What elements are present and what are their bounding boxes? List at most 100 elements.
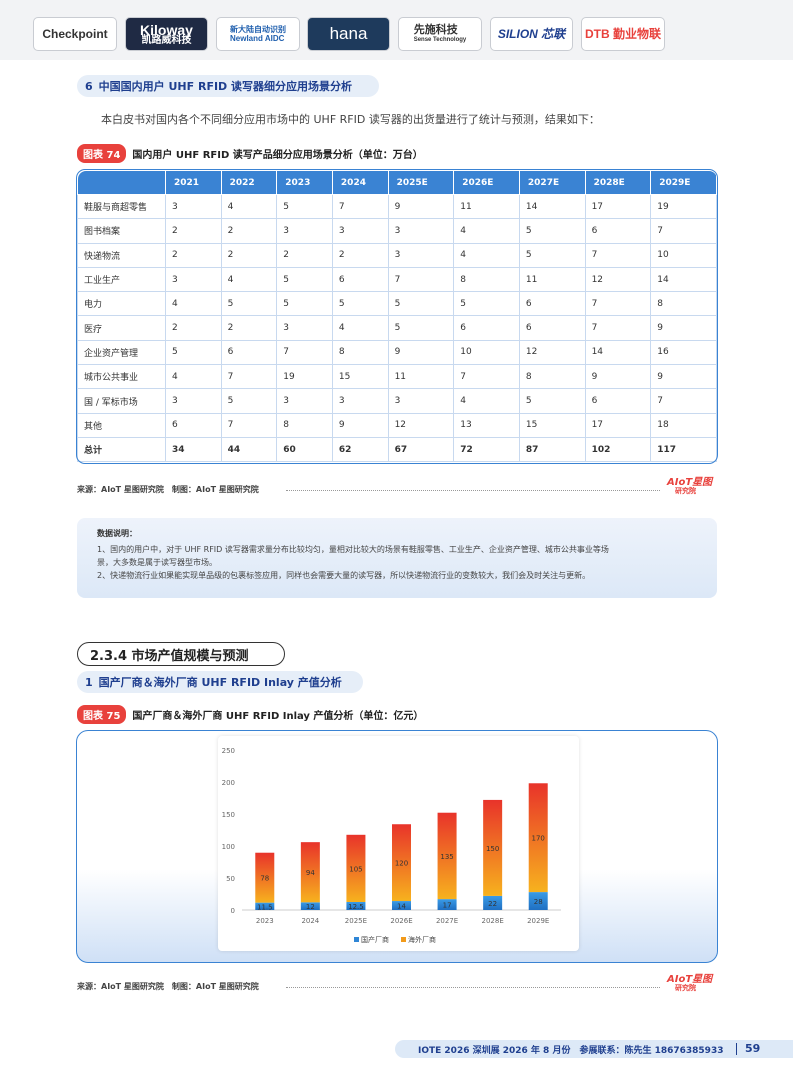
silion-logo: SILION 芯联 [490,17,573,51]
table-cell: 4 [453,242,520,268]
table-cell: 3 [387,242,455,268]
table-row: 电力 4 5 5 5 5 5 6 7 8 [77,291,717,317]
section-2-3-4-heading: 2.3.4 市场产值规模与预测 [77,642,285,666]
table-cell: 3 [331,218,389,244]
row-label-cell: 总计 [77,436,166,463]
table-cell: 5 [276,266,333,293]
figure-75-caption: 国产厂商＆海外厂商 UHF RFID Inlay 产值分析（单位：亿元） [132,710,424,722]
table-cell: 9 [387,339,455,366]
source-divider [286,490,660,491]
data-label-domestic: 17 [443,902,452,910]
table-cell: 15 [331,364,389,390]
row-label-cell: 快递物流 [77,242,166,268]
brand-name: AIoT星图 [667,974,713,985]
table-cell: 6 [220,339,278,366]
table-cell: 3 [165,266,222,293]
table-cell: 7 [650,218,717,244]
table-cell: 7 [453,364,520,390]
data-label-overseas: 105 [349,865,362,873]
footer-separator [736,1043,737,1055]
table-cell: 8 [276,412,333,438]
table-cell: 7 [220,412,278,438]
data-label-domestic: 22 [488,900,497,908]
table-cell: 4 [453,218,520,244]
table-cell: 3 [165,388,222,414]
table-row: 其他 6 7 8 9 12 13 15 17 18 [77,412,717,438]
y-tick-label: 200 [222,779,235,787]
row-label-cell: 企业资产管理 [77,339,166,366]
table-cell: 8 [453,266,520,293]
x-tick-label: 2025E [345,917,367,925]
table-cell: 3 [276,315,333,341]
table-cell: 7 [584,315,652,341]
table-cell: 5 [220,388,278,414]
table-header-cell: 2029E [650,170,717,195]
table-cell: 102 [584,436,652,463]
row-label-cell: 国 / 军标市场 [77,388,166,414]
row-label-cell: 电力 [77,291,166,317]
data-label-domestic: 12 [306,903,315,911]
bar-overseas [392,824,411,902]
notes-item: 1、国内的用户中，对于 UHF RFID 读写器需求量分布比较均匀，量相对比较大… [97,545,609,554]
table-row: 企业资产管理 5 6 7 8 9 10 12 14 16 [77,339,717,366]
section-6-heading: 6 中国国内用户 UHF RFID 读写器细分应用场景分析 [77,75,379,97]
table-cell: 2 [220,315,278,341]
checkpoint-logo: Checkpoint [33,17,117,51]
notes-heading: 数据说明： [97,529,137,538]
table-cell: 5 [331,291,389,317]
table-header-cell: 2024 [331,170,389,195]
table-cell: 11 [453,193,520,220]
table-cell: 2 [220,218,278,244]
bar-overseas [483,799,503,896]
hana-logo-text: hana [329,24,368,43]
data-label-overseas: 94 [306,869,315,877]
x-tick-label: 2026E [390,917,412,925]
data-label-domestic: 28 [534,898,543,906]
table-cell: 8 [331,339,389,366]
bar-domestic [392,901,411,910]
table-cell: 18 [650,412,717,438]
table-cell: 3 [276,218,333,244]
table-header-cell: 2026E [453,170,520,195]
table-header-cell: 2023 [276,170,333,195]
table-row: 国 / 军标市场 3 5 3 3 3 4 5 6 7 [77,388,717,414]
section-6-number: 6 [85,79,93,93]
table-row: 鞋服与商超零售 3 4 5 7 9 11 14 17 19 [77,193,717,220]
row-label-cell: 鞋服与商超零售 [77,193,166,220]
data-label-domestic: 12.5 [348,903,364,911]
table-cell: 3 [387,388,455,414]
section-1-number: 1 [85,675,93,689]
y-tick-label: 0 [231,907,235,915]
table-cell: 15 [518,412,586,438]
kiloway-logo-sub: 凯路威科技 [141,34,192,46]
bar-overseas [346,834,366,902]
hana-logo: hana [307,17,390,51]
table-cell: 2 [331,242,389,268]
row-label-cell: 医疗 [77,315,166,341]
table-cell: 8 [650,291,717,317]
page-number: 59 [745,1042,761,1055]
y-tick-label: 250 [222,747,235,755]
table-cell: 14 [518,193,586,220]
dtb-logo-text: DTB 勤业物联 [585,27,661,41]
table-cell: 3 [331,388,389,414]
table-row: 城市公共事业 4 7 19 15 11 7 8 9 9 [77,364,717,390]
data-label-overseas: 170 [532,835,545,843]
table-cell: 5 [518,218,586,244]
notes-item: 2、快递物流行业如果能实现单品级的包裹标签应用，同样也会需要大量的读写器，所以快… [97,571,591,580]
table-cell: 12 [584,266,652,293]
table-cell: 5 [276,193,333,220]
table-cell: 7 [276,339,333,366]
figure-75-tag: 图表 75 [77,704,127,724]
table-cell: 14 [650,266,717,293]
table-cell: 67 [387,436,455,463]
table-cell: 8 [518,364,586,390]
data-label-overseas: 135 [440,853,453,861]
table-cell: 9 [387,193,455,220]
newland-logo-sub: Newland AIDC [230,34,285,43]
section-1-title: 国产厂商＆海外厂商 UHF RFID Inlay 产值分析 [98,676,342,689]
table-cell: 5 [518,242,586,268]
x-tick-label: 2023 [256,917,274,925]
footer-bar [395,1040,793,1058]
table-cell: 17 [584,193,652,220]
